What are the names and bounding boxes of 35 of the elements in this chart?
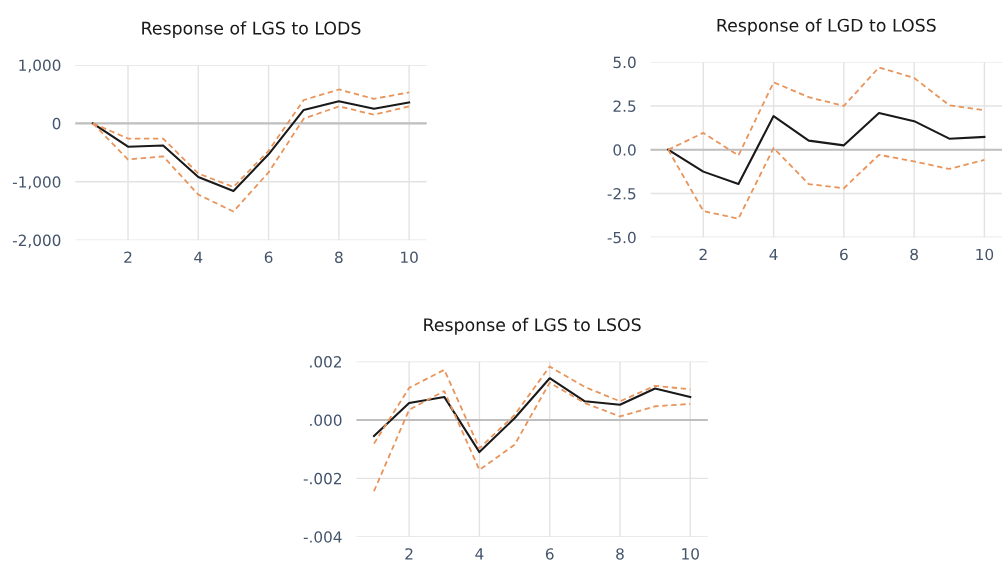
chart-title: Response of LGD to LOSS [717, 18, 936, 36]
x-tick-label: 6 [264, 251, 273, 264]
x-tick-label: 10 [401, 251, 418, 264]
line-series [667, 111, 986, 186]
y-tick-label: 1,000 [19, 59, 61, 73]
y-tick-label: -1,000 [12, 176, 61, 190]
line-series [91, 100, 411, 193]
y-tick-label: .000 [310, 414, 342, 426]
y-tick-label: .002 [310, 356, 341, 368]
line-series [372, 377, 692, 454]
line-series [373, 381, 692, 493]
x-tick-label: 10 [976, 248, 994, 261]
x-tick-label: 8 [335, 251, 343, 264]
y-tick-label: 0.0 [613, 144, 636, 156]
y-tick-label: -5.0 [607, 231, 636, 244]
y-tick-label: 5.0 [613, 56, 636, 69]
x-tick-label: 4 [475, 548, 484, 560]
x-tick-label: 10 [682, 548, 699, 560]
y-tick-label: 0 [52, 117, 61, 130]
y-tick-label: -2.5 [607, 187, 636, 200]
y-tick-label: -.004 [303, 531, 342, 543]
chart-title: Response of LGS to LSOS [424, 317, 641, 335]
y-tick-label: -2,000 [12, 234, 61, 248]
x-tick-label: 4 [194, 251, 203, 263]
x-tick-label: 8 [910, 248, 918, 261]
x-tick-label: 4 [769, 248, 778, 261]
y-tick-label: 2.5 [613, 100, 636, 112]
x-tick-label: 6 [840, 248, 848, 261]
x-tick-label: 2 [699, 248, 707, 261]
y-tick-label: -.002 [303, 472, 341, 485]
x-tick-label: 6 [545, 548, 554, 560]
x-tick-label: 2 [124, 251, 132, 263]
x-tick-label: 8 [616, 548, 624, 560]
chart-title: Response of LGS to LODS [142, 21, 361, 39]
x-tick-label: 2 [405, 548, 413, 560]
